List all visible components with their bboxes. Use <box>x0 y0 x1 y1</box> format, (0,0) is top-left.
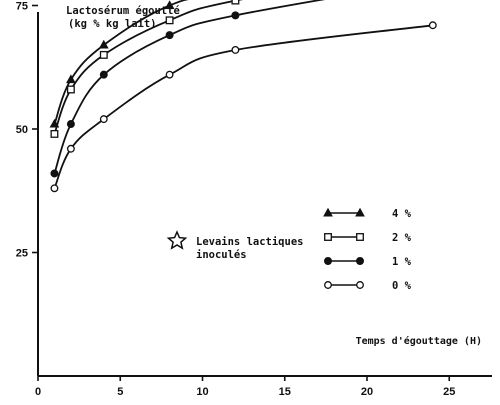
x-tick-label-4: 20 <box>361 386 373 398</box>
annotation-line1: Levains lactiques <box>196 236 303 248</box>
legend-marker-left-0 <box>323 207 333 217</box>
data-point-2-2 <box>99 70 108 79</box>
series-layer <box>49 0 437 193</box>
x-tick-label-5: 25 <box>443 386 455 398</box>
y-tick-label-0: 25 <box>16 248 28 260</box>
annotation: Levains lactiques inoculés <box>166 230 303 261</box>
legend-label-3: 0 % <box>392 280 412 292</box>
legend-item-0: 4 % <box>323 207 412 220</box>
data-point-2-0 <box>50 169 59 178</box>
legend-marker-right-1 <box>356 233 364 241</box>
data-point-3-3 <box>165 70 174 79</box>
legend-item-2: 1 % <box>324 256 412 268</box>
legend-item-3: 0 % <box>324 280 412 292</box>
ticks-layer: 0510152025255075100 <box>16 1 456 399</box>
legend-marker-left-2 <box>324 257 332 265</box>
x-tick-label-2: 10 <box>196 386 208 398</box>
data-point-3-2 <box>99 115 108 124</box>
legend-label-1: 2 % <box>392 232 412 244</box>
x-axis-label: Temps d'égouttage (H) <box>356 335 482 347</box>
data-point-1-1 <box>66 85 75 94</box>
data-point-2-4 <box>231 11 240 20</box>
data-point-3-4 <box>231 46 240 54</box>
y-tick-label-1: 50 <box>16 124 28 136</box>
data-point-0-2 <box>98 39 109 49</box>
series-3 <box>50 21 437 193</box>
data-point-3-1 <box>66 144 75 153</box>
annotation-line2: inoculés <box>196 249 247 261</box>
x-tick-label-0: 0 <box>35 386 41 398</box>
x-tick-label-1: 5 <box>117 386 123 398</box>
x-tick-label-3: 15 <box>279 386 291 398</box>
data-point-2-1 <box>66 120 75 129</box>
data-point-2-3 <box>165 31 174 40</box>
data-point-3-0 <box>50 184 59 193</box>
legend-marker-right-2 <box>356 257 364 265</box>
legend-label-2: 1 % <box>392 256 412 268</box>
legend-label-0: 4 % <box>392 208 412 220</box>
legend-marker-left-3 <box>324 281 332 289</box>
data-point-1-4 <box>231 0 240 5</box>
data-point-3-5 <box>428 21 437 30</box>
series-2 <box>50 0 325 178</box>
chart-title-line1: Lactosérum égoutté <box>66 5 180 17</box>
data-point-1-2 <box>99 50 108 59</box>
star-icon <box>166 230 188 250</box>
legend: 4 % 2 % 1 % 0 % <box>323 207 412 292</box>
legend-marker-right-3 <box>356 281 364 289</box>
data-point-1-3 <box>165 16 174 25</box>
data-point-1-0 <box>50 129 59 138</box>
legend-marker-left-1 <box>324 233 332 241</box>
data-point-0-1 <box>66 74 76 84</box>
data-point-0-3 <box>164 0 175 9</box>
legend-marker-right-0 <box>355 207 365 217</box>
chart-title-line2: (kg % kg lait) <box>68 18 157 30</box>
legend-item-1: 2 % <box>324 232 412 244</box>
y-tick-label-2: 75 <box>16 1 28 13</box>
series-1 <box>50 0 243 138</box>
